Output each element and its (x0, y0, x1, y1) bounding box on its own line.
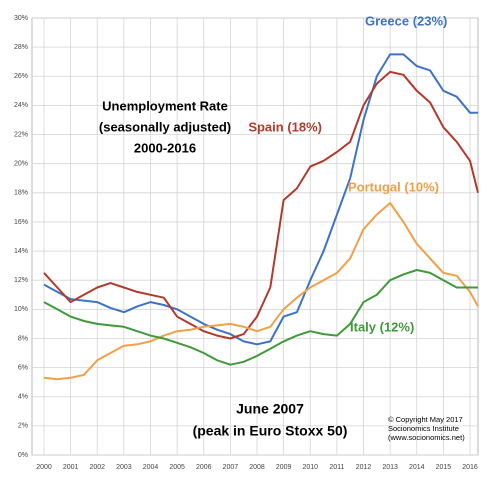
y-tick-label: 14% (14, 248, 28, 255)
x-tick-label: 2007 (223, 464, 239, 471)
x-tick-label: 2003 (116, 464, 132, 471)
x-tick-label: 2009 (276, 464, 292, 471)
annotation: (peak in Euro Stoxx 50) (193, 423, 348, 439)
annotation: Socionomics Institute (388, 424, 459, 433)
x-tick-label: 2005 (169, 464, 185, 471)
series-label: Portugal (10%) (348, 179, 439, 194)
annotation: © Copyright May 2017 (388, 415, 463, 424)
y-tick-label: 16% (14, 219, 28, 226)
y-tick-label: 2% (18, 423, 28, 430)
y-tick-label: 20% (14, 161, 28, 168)
plot-area (31, 17, 479, 456)
series-line (43, 202, 479, 381)
series-line (43, 53, 478, 346)
x-tick-label: 2016 (462, 464, 478, 471)
x-tick-label: 2011 (329, 464, 344, 471)
x-tick-label: 2012 (356, 464, 372, 471)
x-tick-label: 2006 (196, 464, 212, 471)
y-tick-label: 26% (14, 73, 28, 80)
chart-title: (seasonally adjusted) (99, 119, 231, 134)
x-tick-label: 2010 (302, 464, 318, 471)
series-label: Spain (18%) (248, 119, 322, 134)
y-tick-label: 18% (14, 190, 28, 197)
x-tick-label: 2014 (409, 464, 425, 471)
chart-title: 2000-2016 (134, 140, 196, 155)
y-tick-label: 6% (18, 364, 28, 371)
x-tick-label: 2008 (249, 464, 265, 471)
chart-title: Unemployment Rate (102, 98, 228, 113)
y-tick-label: 28% (14, 44, 28, 51)
y-tick-label: 4% (18, 394, 28, 401)
x-tick-label: 2000 (36, 464, 52, 471)
y-tick-label: 0% (18, 452, 28, 459)
y-tick-label: 8% (18, 335, 28, 342)
y-tick-label: 12% (14, 277, 28, 284)
annotation: (www.socionomics.net) (388, 433, 465, 442)
x-tick-label: 2001 (63, 464, 79, 471)
series-label: Greece (23%) (365, 13, 447, 28)
series-line (43, 269, 478, 366)
y-tick-label: 22% (14, 131, 28, 138)
x-tick-label: 2015 (436, 464, 452, 471)
x-tick-label: 2004 (143, 464, 159, 471)
y-tick-label: 30% (14, 15, 28, 22)
y-tick-label: 24% (14, 102, 28, 109)
series-label: Italy (12%) (350, 319, 414, 334)
x-tick-label: 2002 (89, 464, 105, 471)
annotation: June 2007 (236, 401, 304, 417)
x-tick-label: 2013 (382, 464, 398, 471)
series-line (43, 70, 479, 340)
y-tick-label: 10% (14, 306, 28, 313)
